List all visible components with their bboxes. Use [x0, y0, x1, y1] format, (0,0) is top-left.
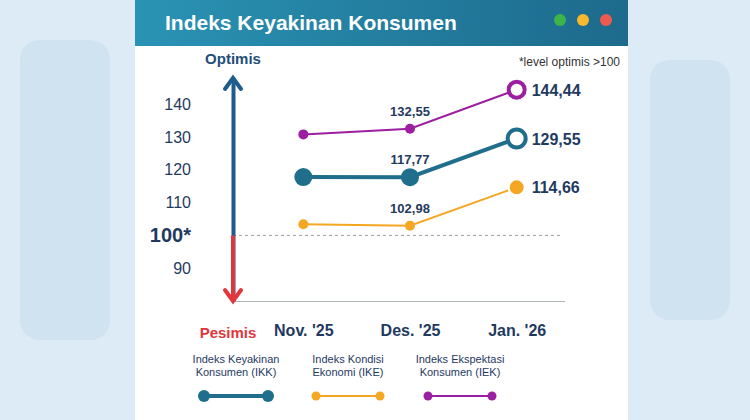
x-tick-label: Nov. '25 — [274, 322, 334, 339]
x-axis: Nov. '25 Des. '25 Jan. '26 — [233, 301, 565, 339]
legend-swatch-dot — [312, 392, 321, 401]
legend-swatch-dot — [198, 390, 210, 402]
series-marker — [294, 168, 312, 186]
y-tick: 100* — [150, 224, 233, 246]
data-label: 114,66 — [532, 179, 580, 196]
y-tick-label: 90 — [173, 260, 191, 277]
series-marker — [509, 179, 525, 195]
y-tick: 90 — [173, 260, 233, 277]
x-tick-label: Des. '25 — [381, 322, 441, 339]
series-line — [303, 90, 516, 135]
series-marker — [508, 130, 526, 148]
note: *level optimis >100 — [519, 55, 620, 69]
data-label: 102,98 — [390, 201, 430, 216]
series-marker — [298, 219, 308, 229]
legend-swatch-dot — [262, 390, 274, 402]
data-label: 129,55 — [532, 131, 581, 148]
y-tick-label: 110 — [165, 194, 191, 211]
window-dot — [554, 14, 566, 26]
y-bottom-label: Pesimis — [200, 324, 257, 341]
x-tick: Des. '25 — [381, 301, 441, 339]
title: Indeks Keyakinan Konsumen — [165, 11, 457, 34]
plot-area — [294, 82, 525, 231]
window-dot — [577, 14, 589, 26]
y-tick: 110 — [165, 194, 233, 211]
y-tick-label: 100* — [150, 224, 191, 246]
legend-swatch — [428, 395, 492, 397]
y-axis: 90 100* 110 120 130 140 — [150, 79, 234, 302]
legend-label: Indeks KondisiEkonomi (IKE) — [312, 353, 384, 378]
data-label: 117,77 — [390, 152, 429, 167]
y-axis-pessimistic — [231, 235, 235, 301]
series-marker — [401, 168, 419, 186]
series-marker — [298, 129, 308, 139]
y-tick: 140 — [164, 96, 233, 113]
arrow-up — [225, 78, 241, 89]
legend-swatch-dot — [424, 392, 433, 401]
background — [0, 0, 750, 420]
legend-label: Indeks KeyakinanKonsumen (IKK) — [193, 353, 280, 378]
y-axis-line — [232, 79, 236, 302]
data-label: 132,55 — [390, 104, 430, 119]
x-tick-label: Jan. '26 — [488, 322, 546, 339]
legend-swatch-dot — [376, 392, 385, 401]
y-tick: 120 — [164, 161, 233, 178]
legend: Indeks KeyakinanKonsumen (IKK) Indeks Kon… — [193, 353, 505, 402]
data-label: 144,44 — [532, 82, 581, 99]
x-tick: Nov. '25 — [274, 301, 334, 339]
legend-swatch — [316, 395, 380, 397]
y-tick-label: 130 — [164, 129, 191, 146]
card — [135, 0, 628, 420]
legend-item: Indeks EkspektasiKonsumen (IEK) — [416, 353, 505, 401]
data-labels: 117,77 129,55 102,98 114,66 132,55 144,44 — [390, 82, 581, 216]
series-marker — [509, 82, 525, 98]
x-axis-line — [233, 301, 565, 302]
series-marker — [405, 221, 415, 231]
y-tick-label: 140 — [164, 96, 191, 113]
arrow-down — [225, 290, 241, 301]
y-tick: 130 — [164, 129, 233, 146]
series-line — [303, 187, 516, 225]
legend-item: Indeks KeyakinanKonsumen (IKK) — [193, 353, 280, 402]
decor — [20, 40, 110, 340]
legend-swatch-dot — [488, 392, 497, 401]
y-top-label: Optimis — [205, 50, 261, 67]
window-dot — [600, 14, 612, 26]
legend-label: Indeks EkspektasiKonsumen (IEK) — [416, 353, 505, 378]
legend-swatch — [204, 394, 268, 398]
title-bar — [135, 0, 628, 46]
x-tick: Jan. '26 — [488, 301, 546, 339]
chart: Indeks Keyakinan Konsumen Nov. '25 Des. '2… — [0, 0, 750, 420]
legend-item: Indeks KondisiEkonomi (IKE) — [312, 353, 385, 401]
threshold-line — [233, 235, 560, 236]
y-tick-label: 120 — [164, 161, 191, 178]
series-marker — [405, 124, 415, 134]
decor — [650, 60, 730, 320]
